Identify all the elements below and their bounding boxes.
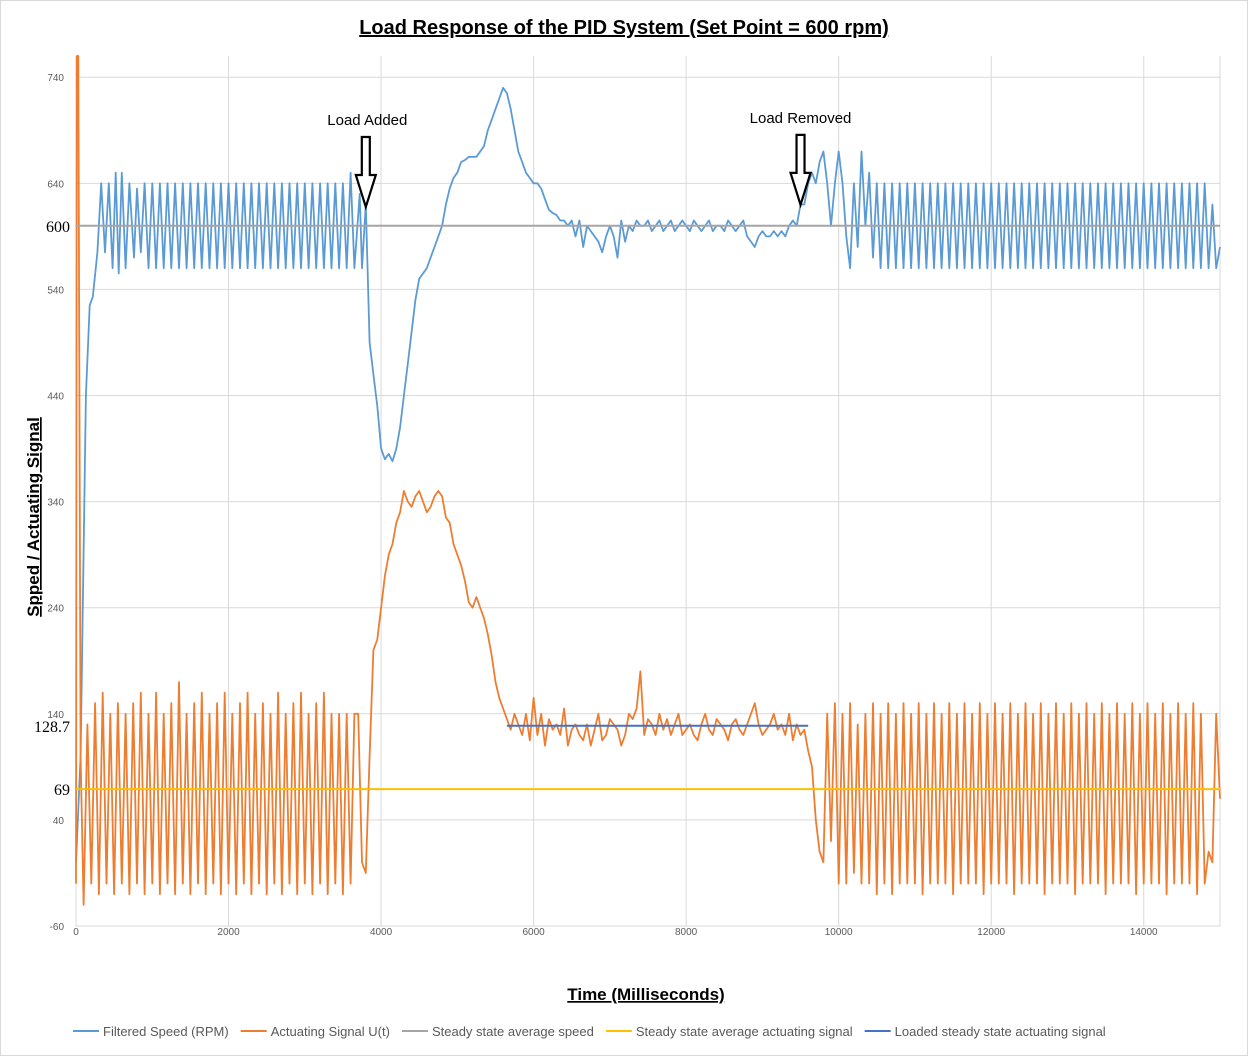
y-tick-label: 440 [47, 392, 64, 403]
x-tick-label: 0 [73, 927, 79, 938]
x-tick-label: 14000 [1130, 927, 1158, 938]
legend-label: Filtered Speed (RPM) [103, 1024, 229, 1039]
y-reference-label: 128.7 [34, 719, 70, 736]
x-tick-label: 6000 [522, 927, 545, 938]
gridlines [75, 56, 1221, 927]
legend: Filtered Speed (RPM) Actuating Signal U(t… [73, 1024, 1106, 1039]
down-arrow-icon [789, 133, 813, 209]
y-tick-label: 240 [47, 604, 64, 615]
y-tick-label: 540 [47, 285, 64, 296]
legend-label: Actuating Signal U(t) [271, 1024, 390, 1039]
legend-label: Steady state average actuating signal [636, 1024, 853, 1039]
down-arrow-icon [354, 135, 378, 211]
y-tick-label: -60 [50, 922, 65, 933]
plot-area [75, 55, 1221, 906]
annotation-label: Load Added [327, 112, 407, 129]
y-reference-label: 600 [46, 219, 70, 236]
y-axis-title: Spped / Actuating Signal [24, 417, 43, 617]
legend-label: Loaded steady state actuating signal [895, 1024, 1106, 1039]
x-tick-label: 4000 [370, 927, 393, 938]
legend-entry: Steady state average speed [401, 1024, 594, 1039]
legend-entry: Steady state average actuating signal [605, 1024, 853, 1039]
x-tick-label: 10000 [825, 927, 853, 938]
legend-entry: Actuating Signal U(t) [240, 1024, 390, 1039]
legend-entry: Loaded steady state actuating signal [864, 1024, 1106, 1039]
y-tick-label: 740 [47, 73, 64, 84]
annotation-label: Load Removed [750, 110, 852, 127]
legend-label: Steady state average speed [432, 1024, 594, 1039]
y-tick-label: 340 [47, 498, 64, 509]
series-line-1 [75, 55, 1221, 906]
chart-title: Load Response of the PID System (Set Poi… [359, 17, 889, 39]
y-reference-label: 69 [54, 782, 70, 799]
x-axis-title: Time (Milliseconds) [567, 985, 724, 1004]
x-tick-label: 8000 [675, 927, 698, 938]
y-tick-label: 40 [53, 816, 65, 827]
y-tick-label: 640 [47, 179, 64, 190]
axis-ticks: 0 2000 4000 6000 8000 10000 12000 14000 -60 40 140… [34, 73, 1158, 938]
x-tick-label: 2000 [217, 927, 240, 938]
annotations: Load Added Load Removed [327, 110, 852, 211]
legend-entry: Filtered Speed (RPM) [73, 1024, 229, 1039]
series-line-0 [75, 86, 1221, 863]
x-tick-label: 12000 [977, 927, 1005, 938]
y-tick-label: 140 [47, 710, 64, 721]
